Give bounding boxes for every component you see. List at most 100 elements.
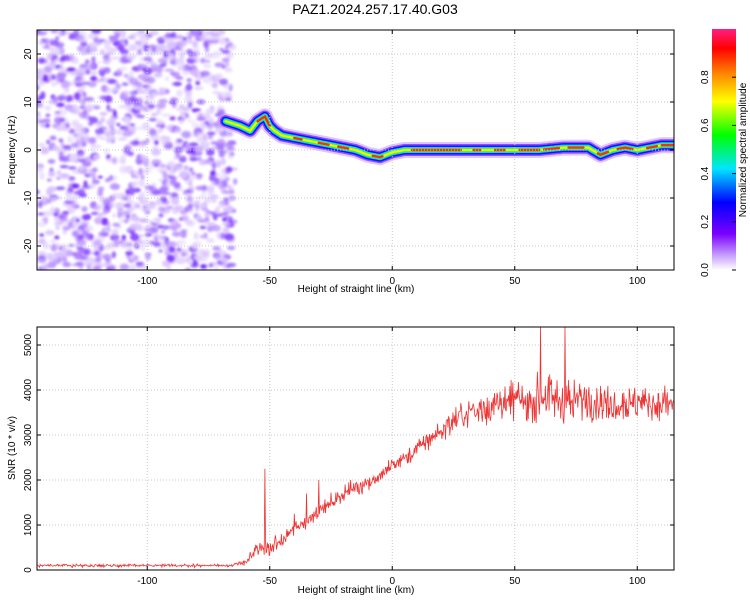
noise-blob [86, 266, 92, 270]
noise-blob [112, 156, 118, 165]
noise-blob [206, 237, 215, 244]
noise-blob [212, 246, 221, 251]
noise-blob [116, 123, 121, 127]
noise-blob [166, 127, 173, 131]
spectrogram-x-tick-label: 100 [629, 276, 646, 287]
noise-blob [209, 194, 219, 198]
noise-blob [192, 66, 197, 71]
noise-blob [104, 261, 113, 267]
noise-blob [141, 265, 147, 269]
noise-blob [217, 143, 225, 151]
noise-blob [162, 191, 172, 196]
noise-blob [131, 254, 140, 261]
noise-blob [149, 30, 159, 36]
noise-blob [37, 80, 46, 87]
noise-blob [195, 81, 200, 86]
noise-blob [169, 116, 176, 121]
noise-blob [228, 207, 234, 214]
noise-blob [124, 240, 133, 245]
noise-blob [214, 206, 220, 215]
noise-blob [56, 72, 67, 79]
noise-blob [78, 193, 87, 198]
noise-blob [81, 84, 86, 90]
snr-y-label: SNR (10 * v/v) [7, 416, 18, 480]
noise-blob [211, 224, 221, 232]
spectrogram-noise [37, 30, 238, 270]
noise-blob [227, 153, 233, 160]
noise-blob [161, 137, 166, 146]
noise-blob [37, 101, 44, 109]
noise-blob [76, 152, 85, 157]
noise-blob [227, 245, 236, 251]
noise-blob [126, 199, 135, 204]
colorbar-tick-label: 0.6 [700, 118, 711, 132]
noise-blob [156, 166, 166, 173]
noise-blob [94, 128, 105, 135]
snr-x-tick-label: 100 [629, 576, 646, 587]
noise-blob [221, 94, 227, 100]
noise-blob [204, 53, 214, 59]
noise-blob [204, 211, 211, 218]
noise-blob [167, 53, 174, 61]
noise-blob [99, 111, 108, 116]
noise-blob [119, 165, 129, 174]
noise-blob [191, 122, 201, 129]
noise-blob [191, 53, 196, 60]
snr-x-tick-label: -50 [263, 576, 278, 587]
noise-blob [158, 249, 163, 253]
noise-blob [129, 90, 138, 96]
snr-plot-area [37, 327, 674, 570]
noise-blob [181, 130, 191, 138]
noise-blob [56, 169, 62, 176]
noise-blob [165, 205, 174, 210]
noise-blob [54, 222, 59, 227]
noise-blob [79, 105, 86, 110]
noise-blob [70, 72, 78, 76]
noise-blob [37, 73, 44, 81]
noise-blob [38, 142, 45, 148]
noise-blob [63, 200, 74, 205]
noise-blob [54, 59, 60, 63]
noise-blob [160, 185, 169, 193]
snr-frame [36, 326, 675, 571]
noise-blob [167, 41, 176, 49]
snr-x-label: Height of straight line (km) [298, 585, 415, 596]
noise-blob [116, 192, 127, 199]
noise-blob [157, 128, 164, 133]
colorbar-ticks: 0.0 0.2 0.4 0.6 0.8 [700, 70, 736, 277]
noise-blob [135, 30, 141, 37]
noise-blob [182, 70, 190, 76]
noise-blob [211, 262, 217, 266]
noise-blob [75, 238, 81, 242]
noise-blob [155, 198, 163, 206]
noise-blob [194, 30, 200, 35]
noise-blob [139, 179, 145, 188]
snr-y-tick-label: 1000 [23, 513, 34, 536]
noise-blob [48, 38, 55, 43]
noise-blob [156, 36, 165, 44]
noise-blob [180, 210, 188, 215]
noise-blob [150, 113, 158, 117]
noise-blob [171, 197, 180, 206]
noise-blob [46, 139, 51, 145]
noise-blob [63, 30, 71, 35]
noise-blob [43, 105, 52, 110]
noise-blob [193, 129, 198, 138]
noise-blob [91, 30, 101, 35]
noise-blob [137, 239, 143, 244]
noise-blob [57, 30, 62, 35]
noise-blob [169, 169, 175, 177]
noise-blob [183, 165, 189, 171]
noise-blob [225, 170, 231, 174]
noise-blob [137, 73, 148, 81]
colorbar: 0.0 0.2 0.4 0.6 0.8 Normalized spectral ampl… [700, 29, 749, 277]
noise-blob [68, 178, 75, 182]
colorbar-tick-label: 0.2 [700, 214, 711, 228]
noise-blob [90, 75, 98, 82]
noise-blob [43, 210, 53, 217]
noise-blob [112, 109, 117, 118]
noise-blob [126, 56, 134, 60]
noise-blob [92, 205, 101, 211]
noise-blob [204, 217, 210, 222]
